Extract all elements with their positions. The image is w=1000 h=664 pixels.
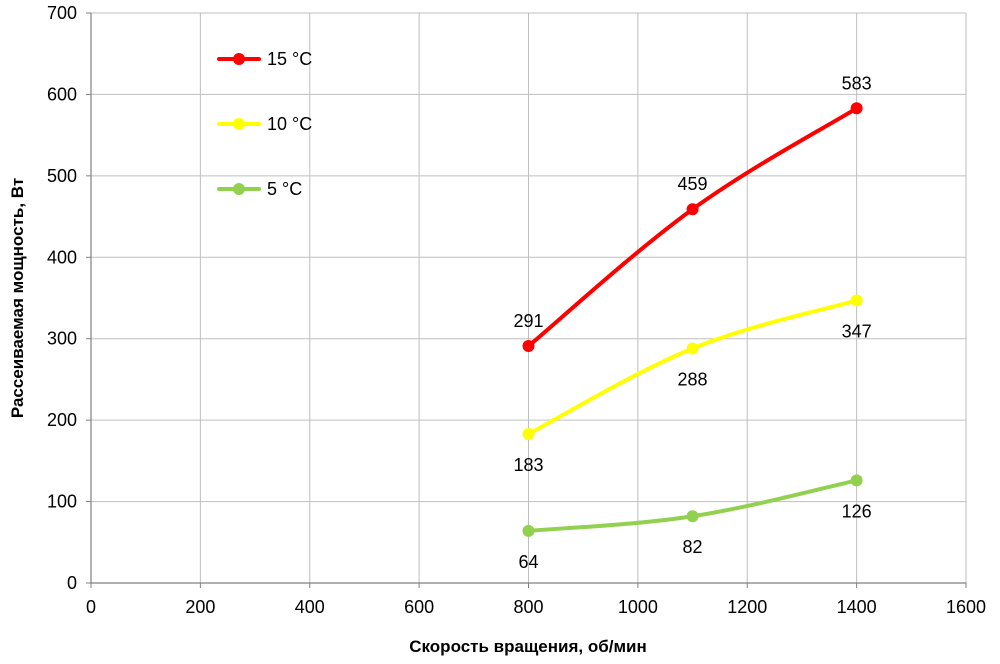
data-label: 291 <box>513 311 543 331</box>
x-tick-label: 0 <box>86 597 96 617</box>
data-label: 64 <box>518 552 538 572</box>
x-tick-label: 1600 <box>946 597 986 617</box>
legend-marker <box>233 53 245 65</box>
data-label: 459 <box>678 174 708 194</box>
legend-item: 15 °C <box>217 49 312 69</box>
y-tick-label: 400 <box>47 247 77 267</box>
x-tick-label: 1200 <box>727 597 767 617</box>
legend-label: 5 °C <box>267 179 302 199</box>
legend-marker <box>233 118 245 130</box>
legend: 15 °C 10 °C 5 °C <box>217 49 312 199</box>
data-label: 126 <box>842 501 872 521</box>
x-tick-label: 1000 <box>618 597 658 617</box>
x-tick-label: 400 <box>295 597 325 617</box>
data-point <box>522 524 535 537</box>
legend-label: 15 °C <box>267 49 312 69</box>
y-tick-label: 100 <box>47 492 77 512</box>
data-point <box>850 294 863 307</box>
y-tick-label: 300 <box>47 329 77 349</box>
axes <box>86 12 967 588</box>
x-tick-labels: 0 200 400 600 800 1000 1200 1400 1600 <box>86 597 986 617</box>
data-point <box>522 427 535 440</box>
y-tick-labels: 0 100 200 300 400 500 600 700 <box>47 3 77 593</box>
series-group: 291 459 583 183 288 347 64 82 126 <box>513 73 871 572</box>
data-point <box>686 342 699 355</box>
series-2: 64 82 126 <box>518 474 872 572</box>
series-0: 291 459 583 <box>513 73 872 353</box>
y-tick-label: 500 <box>47 166 77 186</box>
y-tick-label: 200 <box>47 410 77 430</box>
y-tick-label: 600 <box>47 84 77 104</box>
y-axis-title: Рассеиваемая мощность, Вт <box>8 178 27 418</box>
data-label: 82 <box>683 537 703 557</box>
legend-item: 10 °C <box>217 114 312 134</box>
data-point <box>686 203 699 216</box>
legend-label: 10 °C <box>267 114 312 134</box>
legend-item: 5 °C <box>217 179 302 199</box>
data-point <box>850 474 863 487</box>
data-point <box>522 340 535 353</box>
grid <box>91 12 967 583</box>
series-1: 183 288 347 <box>513 294 872 475</box>
y-tick-label: 0 <box>67 573 77 593</box>
series-line <box>526 478 859 533</box>
data-point <box>850 102 863 115</box>
x-tick-label: 600 <box>404 597 434 617</box>
x-tick-label: 200 <box>185 597 215 617</box>
data-label: 347 <box>842 321 872 341</box>
x-tick-label: 800 <box>513 597 543 617</box>
series-line <box>526 298 859 436</box>
series-line <box>526 106 859 349</box>
data-point <box>686 510 699 523</box>
data-label: 288 <box>678 369 708 389</box>
x-axis-title: Скорость вращения, об/мин <box>409 637 647 656</box>
x-tick-label: 1400 <box>837 597 877 617</box>
y-tick-label: 700 <box>47 3 77 23</box>
data-label: 583 <box>842 73 872 93</box>
legend-marker <box>233 183 245 195</box>
data-label: 183 <box>513 455 543 475</box>
